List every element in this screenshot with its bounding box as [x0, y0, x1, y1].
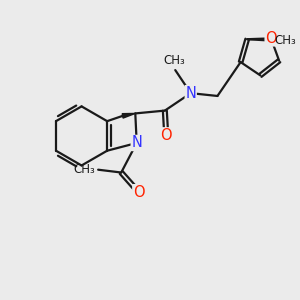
Text: O: O — [133, 185, 145, 200]
Text: N: N — [185, 86, 196, 101]
Text: CH₃: CH₃ — [163, 54, 185, 67]
Text: O: O — [265, 31, 277, 46]
Text: O: O — [160, 128, 172, 143]
Polygon shape — [122, 113, 135, 118]
Text: CH₃: CH₃ — [73, 163, 95, 176]
Text: CH₃: CH₃ — [274, 34, 296, 47]
Text: N: N — [131, 136, 142, 151]
